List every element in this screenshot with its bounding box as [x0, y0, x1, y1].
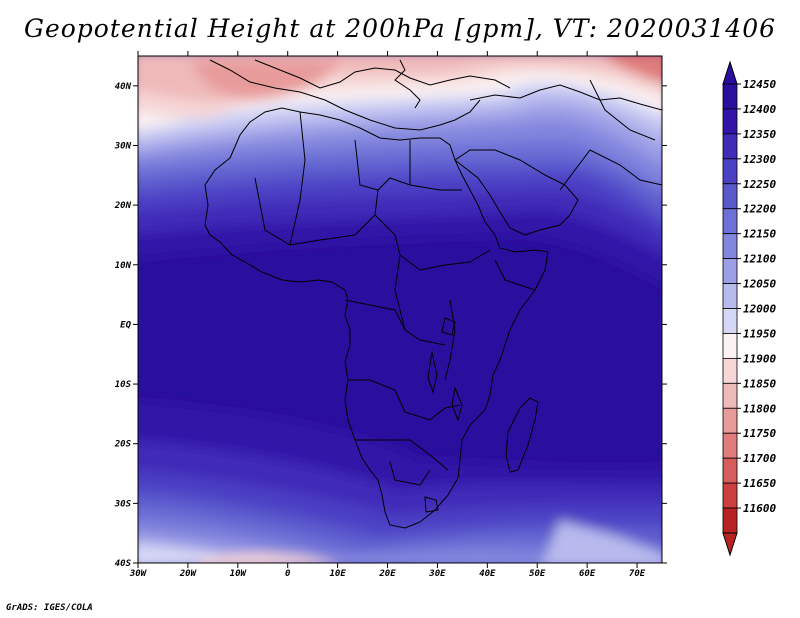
colorbar-segment [722, 507, 738, 534]
colorbar-segment [722, 133, 738, 160]
lon-tick-label: 20W [179, 569, 198, 579]
lat-tick-label: 40S [115, 559, 132, 569]
lat-tick-label: EQ [120, 320, 131, 330]
colorbar-label: 11750 [743, 427, 776, 440]
colorbar-segment [722, 457, 738, 484]
lat-tick-label: 30N [114, 141, 132, 151]
colorbar-label: 12300 [743, 153, 776, 166]
colorbar-segment [722, 83, 738, 110]
colorbar-segment [722, 233, 738, 260]
colorbar-label: 11800 [743, 402, 776, 415]
colorbar-segment [722, 283, 738, 309]
colorbar-label: 12050 [743, 278, 776, 291]
lat-tick-label: 10S [115, 380, 132, 390]
lon-tick-label: 30E [428, 569, 446, 579]
lat-tick-label: 10N [115, 261, 132, 271]
colorbar-segment [722, 158, 738, 185]
lon-tick-label: 60E [579, 569, 596, 579]
colorbar-label: 12150 [743, 228, 776, 241]
lon-tick-label: 50E [529, 569, 546, 579]
colorbar-label: 12350 [743, 128, 776, 141]
colorbar-segment [722, 333, 738, 359]
colorbar-segment [722, 183, 738, 210]
colorbar-label: 11650 [743, 477, 776, 490]
colorbar-segment [722, 382, 738, 409]
map-frame [137, 55, 663, 564]
colorbar-bottom-arrow [722, 532, 738, 557]
colorbar-label: 11600 [743, 502, 776, 515]
lon-tick-label: 10W [230, 569, 248, 579]
colorbar-label: 12250 [743, 178, 776, 191]
lon-tick-label: 0 [285, 569, 291, 579]
grads-credit: GrADS: IGES/COLA [6, 603, 93, 613]
colorbar-label: 12400 [743, 103, 776, 116]
lat-tick-label: 20S [114, 440, 132, 450]
lon-tick-label: 10E [329, 569, 346, 579]
colorbar-segment [722, 482, 738, 509]
colorbar-top-arrow [722, 60, 738, 85]
longitude-axis: 30W 20W 10W 0 10E 20E 30E 40E 50E 60E 70E [129, 51, 646, 579]
colorbar-segment [722, 258, 738, 284]
latitude-axis: 40N 30N 20N 10N EQ 10S 20S 30S 40S [114, 82, 667, 569]
colorbar-label: 11700 [743, 452, 776, 465]
colorbar-segment [722, 357, 738, 384]
colorbar-segment [722, 208, 738, 235]
colorbar-segment [722, 108, 738, 135]
lon-tick-label: 30W [129, 569, 148, 579]
colorbar-label: 11850 [743, 377, 776, 390]
colorbar-label: 12000 [743, 303, 776, 316]
lat-tick-label: 40N [115, 82, 132, 92]
lon-tick-label: 70E [629, 569, 646, 579]
colorbar-segment [722, 407, 738, 434]
colorbar-label: 11950 [743, 327, 776, 340]
colorbar: 12450 12400 12350 12300 12250 12200 12150 12100… [722, 60, 776, 557]
colorbar-label: 12100 [743, 253, 776, 266]
lon-tick-label: 20E [378, 569, 396, 579]
lat-tick-label: 30S [114, 499, 132, 509]
colorbar-segment [722, 432, 738, 459]
colorbar-label: 12450 [743, 78, 776, 91]
lon-tick-label: 40E [479, 569, 496, 579]
coastlines [204, 59, 662, 529]
colorbar-label: 12200 [743, 203, 776, 216]
colorbar-label: 11900 [743, 352, 776, 365]
height-field [138, 56, 662, 563]
lat-tick-label: 20N [114, 201, 132, 211]
map-title: Geopotential Height at 200hPa [gpm], VT:… [23, 14, 777, 43]
colorbar-segment [722, 308, 738, 334]
